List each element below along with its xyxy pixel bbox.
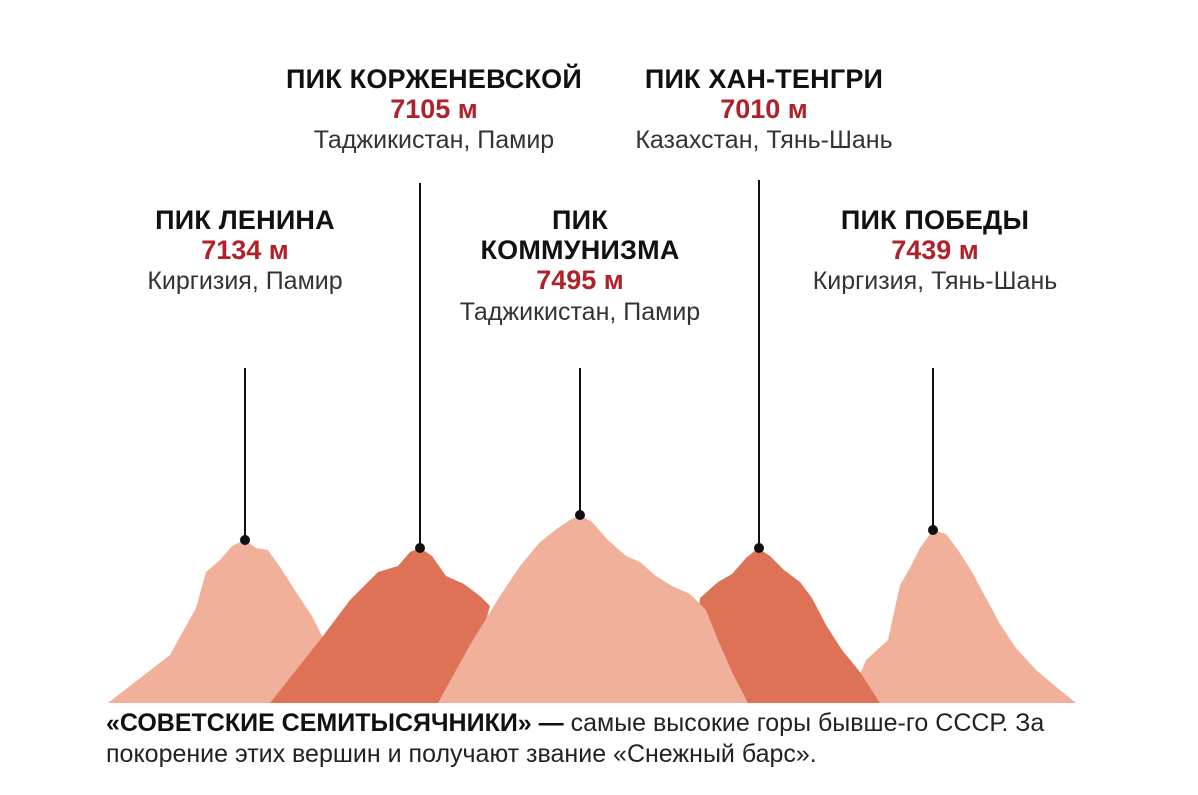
summit-dot-khan-tengri (754, 543, 764, 553)
caption-lead: «СОВЕТСКИЕ СЕМИТЫСЯЧНИКИ» — (106, 709, 564, 737)
mountain-kommunizma (438, 515, 748, 703)
peak-name: ПИК ХАН-ТЕНГРИ (644, 64, 884, 94)
mountain-lenin (108, 540, 344, 703)
mountain-korzhenevskoy (270, 548, 490, 703)
peak-region: Таджикистан, Памир (313, 126, 555, 155)
peak-name-line2: КОММУНИЗМА (480, 235, 680, 266)
peak-name: ПИК КОРЖЕНЕВСКОЙ (286, 64, 582, 94)
peak-name-line1: ПИК (552, 205, 608, 235)
peak-region: Киргизия, Тянь-Шань (812, 267, 1058, 296)
mountain-khan-tengri (690, 548, 880, 703)
peak-label-kommunizma: ПИК КОММУНИЗМА 7495 м Таджикистан, Памир (460, 205, 700, 326)
summit-dot-pobedy (928, 525, 938, 535)
peak-height: 7105 м (390, 94, 478, 125)
peak-height: 7439 м (891, 235, 979, 266)
summit-dot-kommunizma (575, 510, 585, 520)
peak-height: 7010 м (720, 94, 808, 125)
peak-region: Таджикистан, Памир (459, 297, 701, 326)
peak-label-pobedy: ПИК ПОБЕДЫ 7439 м Киргизия, Тянь-Шань (813, 205, 1058, 295)
summit-dot-korzhenevskoy (415, 543, 425, 553)
summit-dot-lenin (240, 535, 250, 545)
peak-label-khan-tengri: ПИК ХАН-ТЕНГРИ 7010 м Казахстан, Тянь-Ша… (635, 64, 892, 154)
peak-height: 7134 м (201, 235, 289, 266)
peak-name: ПИК ЛЕНИНА (155, 205, 335, 235)
peak-region: Киргизия, Памир (147, 267, 343, 296)
peak-label-lenin: ПИК ЛЕНИНА 7134 м Киргизия, Памир (147, 205, 342, 295)
peak-height: 7495 м (536, 265, 624, 296)
mountain-pobedy (848, 530, 1076, 703)
peak-region: Казахстан, Тянь-Шань (635, 126, 893, 155)
peak-name: ПИК ПОБЕДЫ (840, 205, 1030, 235)
peak-label-korzhenevskoy: ПИК КОРЖЕНЕВСКОЙ 7105 м Таджикистан, Пам… (286, 64, 582, 154)
caption: «СОВЕТСКИЕ СЕМИТЫСЯЧНИКИ» — самые высоки… (106, 708, 1166, 771)
caption-text: самые высокие горы бывше-го СССР. За пок… (106, 709, 1045, 769)
